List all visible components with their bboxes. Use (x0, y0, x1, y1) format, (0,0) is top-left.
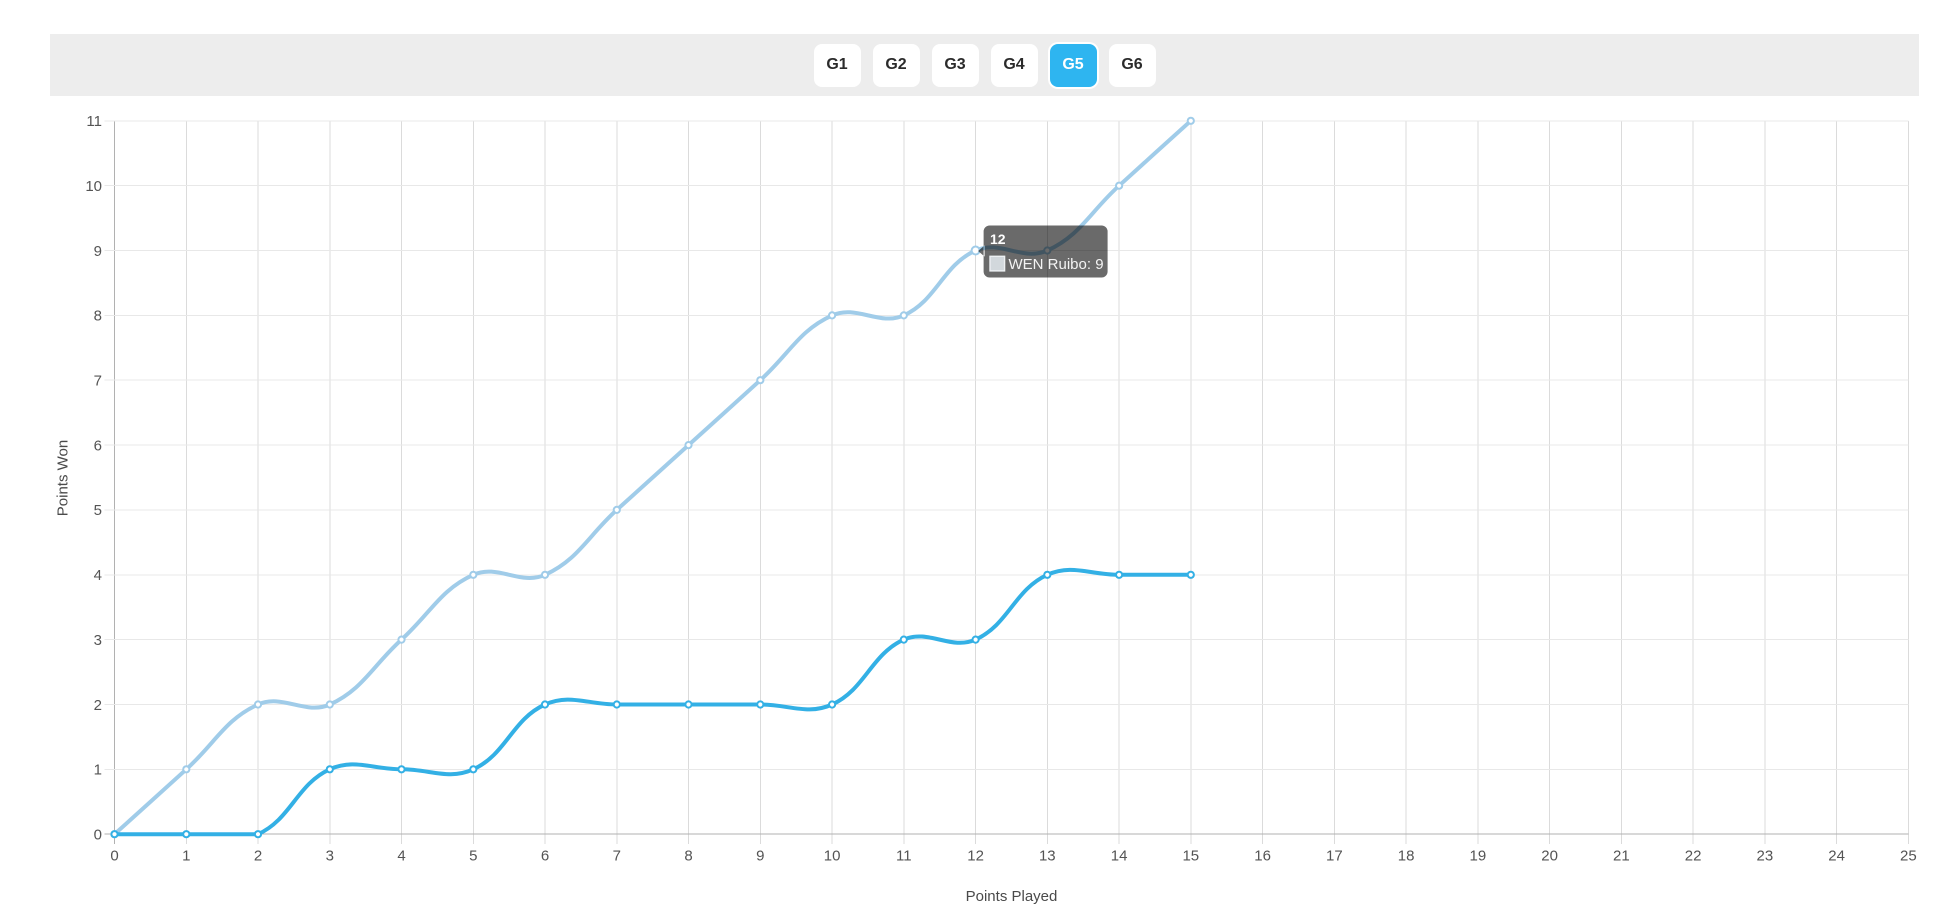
svg-text:16: 16 (1254, 848, 1271, 865)
svg-text:11: 11 (896, 848, 912, 865)
svg-text:WEN Ruibo: 9: WEN Ruibo: 9 (1009, 256, 1104, 273)
svg-text:3: 3 (326, 848, 334, 865)
svg-text:21: 21 (1613, 848, 1630, 865)
svg-text:7: 7 (94, 373, 102, 390)
svg-text:9: 9 (756, 848, 764, 865)
svg-text:20: 20 (1541, 848, 1558, 865)
svg-text:9: 9 (94, 243, 102, 260)
svg-text:12: 12 (990, 231, 1006, 247)
svg-text:10: 10 (824, 848, 841, 865)
svg-text:6: 6 (541, 848, 549, 865)
svg-text:0: 0 (110, 848, 118, 865)
svg-text:17: 17 (1326, 848, 1343, 865)
svg-text:1: 1 (94, 762, 102, 779)
svg-text:8: 8 (94, 308, 102, 325)
svg-text:12: 12 (967, 848, 984, 865)
svg-text:5: 5 (469, 848, 477, 865)
svg-text:Points Won: Points Won (55, 440, 72, 516)
svg-text:4: 4 (397, 848, 405, 865)
svg-text:25: 25 (1900, 848, 1917, 865)
svg-text:0: 0 (94, 827, 102, 844)
svg-text:1: 1 (182, 848, 190, 865)
svg-text:11: 11 (86, 113, 102, 130)
svg-text:2: 2 (94, 697, 102, 714)
svg-text:2: 2 (254, 848, 262, 865)
svg-text:8: 8 (684, 848, 692, 865)
svg-text:23: 23 (1757, 848, 1774, 865)
svg-text:3: 3 (94, 632, 102, 649)
svg-text:15: 15 (1182, 848, 1199, 865)
svg-text:14: 14 (1111, 848, 1128, 865)
svg-text:7: 7 (613, 848, 621, 865)
svg-text:10: 10 (85, 178, 102, 195)
svg-text:Points Played: Points Played (966, 888, 1058, 905)
svg-text:18: 18 (1398, 848, 1415, 865)
svg-text:6: 6 (94, 437, 102, 454)
svg-text:5: 5 (94, 502, 102, 519)
svg-text:22: 22 (1685, 848, 1702, 865)
svg-text:4: 4 (94, 567, 102, 584)
svg-text:13: 13 (1039, 848, 1056, 865)
svg-text:19: 19 (1470, 848, 1487, 865)
svg-text:24: 24 (1828, 848, 1845, 865)
